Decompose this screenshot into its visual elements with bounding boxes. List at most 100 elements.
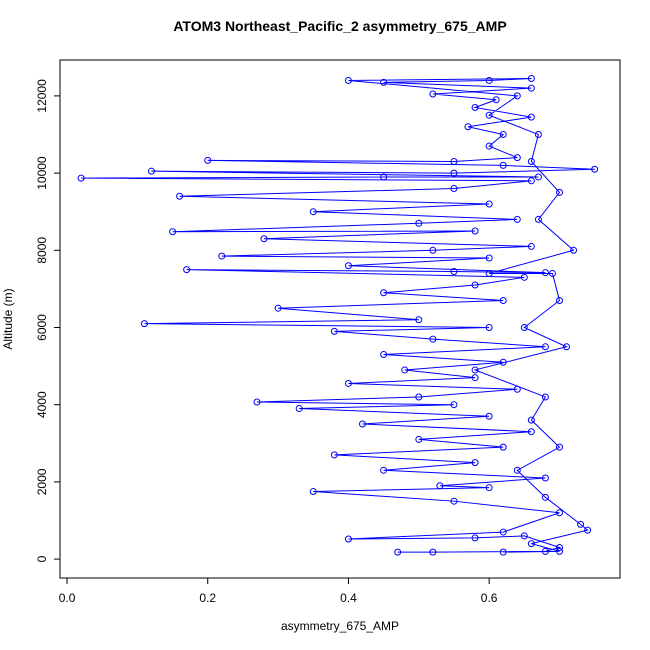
data-point [204, 156, 212, 164]
data-point [485, 323, 493, 331]
data-point [330, 451, 338, 459]
data-point [140, 320, 148, 328]
data-point [534, 130, 542, 138]
data-point [471, 227, 479, 235]
data-point [485, 484, 493, 492]
y-tick-label: 6000 [35, 314, 49, 341]
data-point [513, 215, 521, 223]
data-point [541, 269, 549, 277]
data-point [513, 92, 521, 100]
x-tick-label: 0.0 [59, 591, 76, 605]
data-point [309, 488, 317, 496]
y-tick-label: 12000 [35, 79, 49, 113]
data-point [520, 532, 528, 540]
data-point [450, 497, 458, 505]
data-point [541, 393, 549, 401]
data-point [541, 343, 549, 351]
data-point [415, 316, 423, 324]
data-point [359, 420, 367, 428]
data-point [429, 335, 437, 343]
x-tick-label: 0.6 [481, 591, 498, 605]
series-line [81, 78, 595, 553]
chart-title: ATOM3 Northeast_Pacific_2 asymmetry_675_… [173, 18, 506, 34]
y-tick-label: 8000 [35, 237, 49, 264]
data-point [471, 534, 479, 542]
data-point [471, 281, 479, 289]
x-tick-label: 0.4 [340, 591, 357, 605]
data-point [555, 296, 563, 304]
data-point [555, 547, 563, 555]
data-point [485, 254, 493, 262]
data-point [274, 304, 282, 312]
data-point [147, 167, 155, 175]
data-point [464, 123, 472, 131]
data-point [260, 235, 268, 243]
data-point [344, 76, 352, 84]
data-point [450, 169, 458, 177]
data-point [176, 192, 184, 200]
data-point [450, 158, 458, 166]
data-point [555, 509, 563, 517]
data-point [450, 185, 458, 193]
data-point [380, 289, 388, 297]
data-point [555, 544, 563, 552]
data-point [344, 262, 352, 270]
data-point [499, 296, 507, 304]
data-point [499, 130, 507, 138]
data-point [485, 200, 493, 208]
data-point [527, 177, 535, 185]
data-point [471, 374, 479, 382]
data-point [77, 174, 85, 182]
data-point [330, 327, 338, 335]
data-point [485, 142, 493, 150]
y-tick-label: 0 [35, 555, 49, 562]
data-point [584, 526, 592, 534]
data-point [499, 358, 507, 366]
data-point [499, 443, 507, 451]
data-point [534, 215, 542, 223]
data-point [527, 242, 535, 250]
data-point [429, 246, 437, 254]
y-axis-label: Altitude (m) [1, 288, 15, 349]
plot-frame [59, 59, 621, 579]
data-point [295, 405, 303, 413]
data-point [380, 466, 388, 474]
data-point [450, 268, 458, 276]
y-tick-label: 4000 [35, 391, 49, 418]
data-point [513, 466, 521, 474]
data-point [570, 246, 578, 254]
data-point [218, 252, 226, 260]
data-point [513, 385, 521, 393]
data-point [555, 443, 563, 451]
data-point [344, 535, 352, 543]
data-point [513, 154, 521, 162]
y-tick-label: 2000 [35, 468, 49, 495]
data-point [485, 111, 493, 119]
data-point [380, 78, 388, 86]
data-point [380, 173, 388, 181]
data-point [471, 366, 479, 374]
data-point [527, 158, 535, 166]
data-point [527, 75, 535, 83]
data-point [534, 173, 542, 181]
data-point [527, 540, 535, 548]
data-point [415, 219, 423, 227]
data-point [527, 428, 535, 436]
data-point [485, 76, 493, 84]
data-point [429, 90, 437, 98]
data-point [450, 401, 458, 409]
data-point [344, 379, 352, 387]
data-point [436, 482, 444, 490]
data-point [429, 548, 437, 556]
x-tick-label: 0.2 [199, 591, 216, 605]
data-point [563, 343, 571, 351]
data-point [183, 266, 191, 274]
data-point [577, 520, 585, 528]
data-point [527, 113, 535, 121]
data-point [401, 366, 409, 374]
data-point [309, 208, 317, 216]
data-point [541, 474, 549, 482]
data-point [520, 273, 528, 281]
data-point [499, 528, 507, 536]
